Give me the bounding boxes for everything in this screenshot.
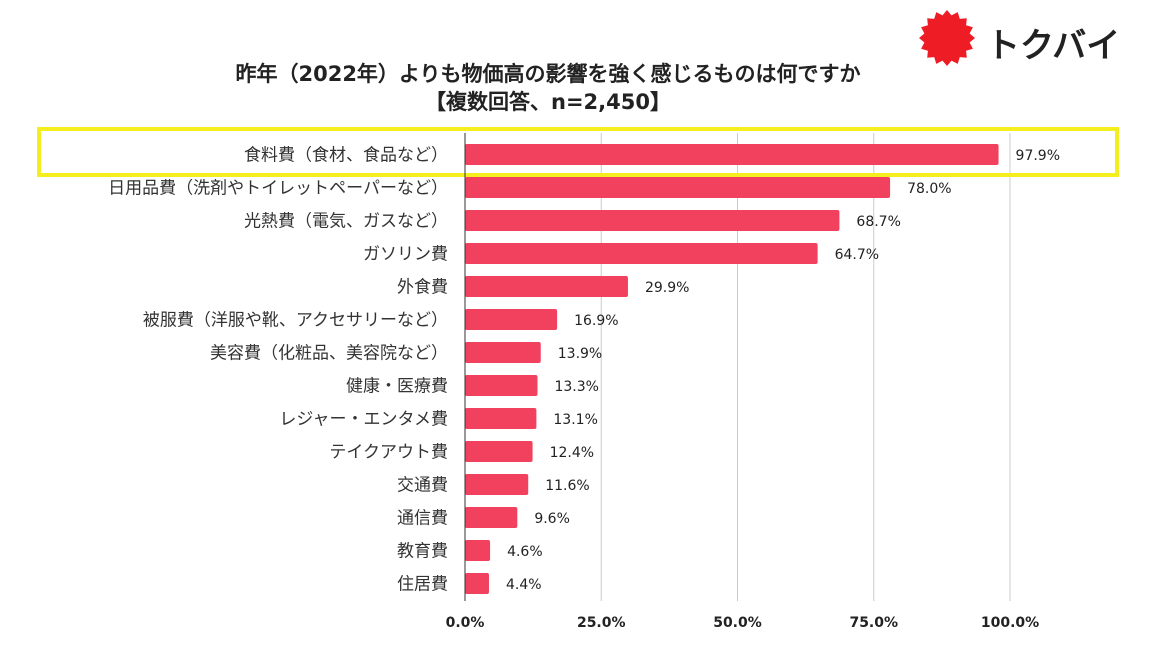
category-label: 外食費 (397, 278, 448, 298)
grid-lines (600, 133, 1011, 601)
x-tick-label: 50.0% (713, 615, 762, 631)
category-label: 被服費（洋服や靴、アクセサリーなど） (143, 311, 448, 331)
data-label: 9.6% (534, 511, 570, 527)
highlight-box-group (37, 127, 1119, 177)
highlight-box (37, 127, 1119, 177)
bar (465, 144, 999, 165)
brand-logo: トクバイ (919, 10, 1120, 66)
sun-burst-icon (919, 10, 975, 66)
category-label: 住居費 (397, 575, 448, 595)
bars (465, 144, 999, 594)
data-label: 11.6% (545, 478, 589, 494)
data-label: 13.3% (554, 379, 598, 395)
x-tick-label: 75.0% (849, 615, 898, 631)
data-label: 29.9% (645, 280, 689, 296)
bar (465, 573, 489, 594)
data-label: 68.7% (856, 214, 900, 230)
bar (465, 540, 491, 561)
bar (465, 507, 518, 528)
category-label: テイクアウト費 (329, 443, 448, 463)
x-tick-label: 25.0% (577, 615, 626, 631)
chart-title: 昨年（2022年）よりも物価高の影響を強く感じるものは何ですか (235, 62, 860, 86)
bar (465, 342, 541, 363)
value-labels: 97.9% 78.0% 68.7% 64.7% 29.9% 16.9% 13.9% 13.3%… (506, 148, 1060, 593)
bar (465, 441, 533, 462)
data-label: 64.7% (835, 247, 879, 263)
bar (465, 276, 628, 297)
data-label: 13.1% (553, 412, 597, 428)
bar (465, 243, 818, 264)
category-label: 通信費 (397, 509, 448, 529)
category-label: 教育費 (397, 542, 448, 562)
category-label: 健康・医療費 (346, 377, 448, 397)
bar (465, 474, 529, 495)
category-label: 食料費（食材、食品など） (244, 146, 448, 166)
x-tick-label: 100.0% (981, 615, 1039, 631)
category-label: 美容費（化粧品、美容院など） (210, 344, 448, 364)
x-axis-ticks: 0.0% 25.0% 50.0% 75.0% 100.0% (446, 615, 1040, 631)
bar (465, 210, 840, 231)
category-label: レジャー・エンタメ費 (279, 410, 448, 430)
bar (465, 177, 891, 198)
category-label: ガソリン費 (363, 245, 448, 265)
category-label: 日用品費（洗剤やトイレットペーパーなど） (108, 179, 448, 199)
category-label: 交通費 (397, 476, 448, 496)
bar (465, 408, 537, 429)
bar (465, 375, 538, 396)
bar (465, 309, 558, 330)
data-label: 12.4% (550, 445, 594, 461)
chart-subtitle: 【複数回答、n=2,450】 (425, 90, 671, 114)
category-labels: 食料費（食材、食品など） 日用品費（洗剤やトイレットペーパーなど） 光熱費（電気、ガ… (108, 146, 448, 595)
data-label: 13.9% (558, 346, 602, 362)
data-label: 4.4% (506, 577, 542, 593)
data-label: 4.6% (507, 544, 543, 560)
category-label: 光熱費（電気、ガスなど） (244, 212, 448, 232)
data-label: 97.9% (1016, 148, 1060, 164)
x-tick-label: 0.0% (446, 615, 485, 631)
data-label: 78.0% (907, 181, 951, 197)
brand-name: トクバイ (986, 26, 1120, 66)
data-label: 16.9% (574, 313, 618, 329)
